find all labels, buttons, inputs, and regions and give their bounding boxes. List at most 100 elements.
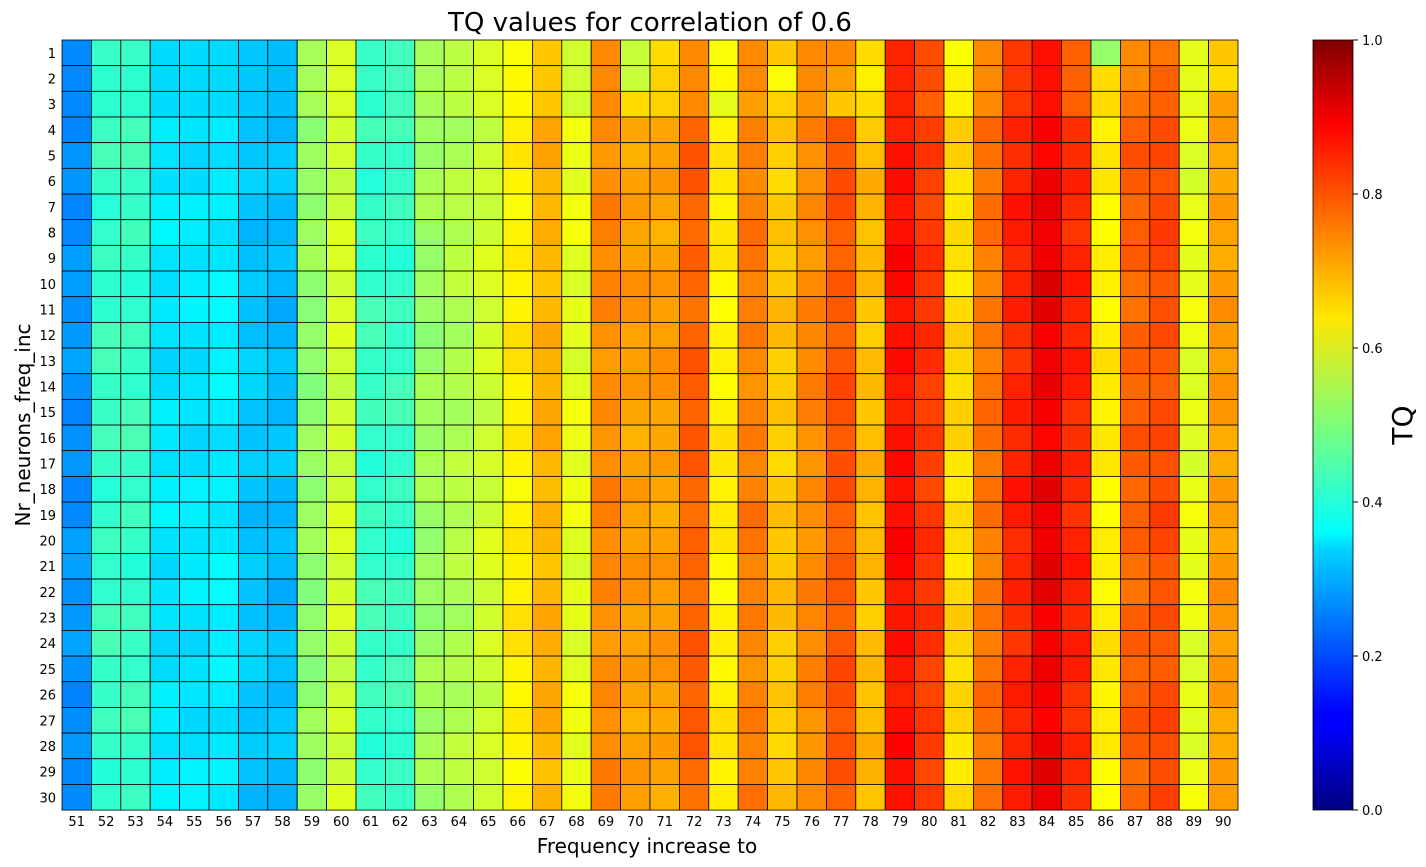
heatmap-cell (767, 681, 798, 708)
heatmap-cell (61, 270, 92, 298)
heatmap-cell (1120, 758, 1151, 785)
heatmap-cell (679, 681, 710, 708)
heatmap-cell (1061, 90, 1092, 118)
heatmap-cell (884, 347, 916, 375)
heatmap-cell (1208, 501, 1239, 529)
heatmap-cell (149, 553, 180, 580)
heatmap-cell (737, 65, 769, 92)
heatmap-cell (355, 604, 386, 631)
heatmap-cell (91, 527, 122, 554)
heatmap-cell (1061, 424, 1092, 452)
heatmap-cell (855, 398, 886, 426)
heatmap-cell (1031, 39, 1062, 67)
heatmap-cell (91, 65, 122, 92)
heatmap-cell (237, 424, 269, 452)
heatmap-cell (414, 244, 445, 272)
heatmap-cell (767, 630, 798, 657)
heatmap-cell (237, 193, 269, 221)
heatmap-cell (120, 39, 151, 67)
heatmap-cell (296, 193, 328, 221)
heatmap-cell (326, 527, 357, 554)
heatmap-cell (973, 732, 1004, 760)
heatmap-cell (679, 244, 710, 272)
heatmap-cell (267, 116, 298, 144)
heatmap-cell (473, 604, 504, 631)
heatmap-cell (649, 270, 680, 298)
heatmap-cell (296, 501, 328, 529)
heatmap-cell (914, 398, 945, 426)
heatmap-cell (620, 758, 651, 785)
colorbar-tick-label: 1.0 (1362, 34, 1383, 49)
heatmap-cell (296, 681, 328, 708)
heatmap-cell (796, 193, 827, 221)
heatmap-cell (1149, 398, 1180, 426)
heatmap-cell (120, 655, 151, 683)
heatmap-cell (414, 39, 445, 67)
heatmap-cell (1031, 604, 1062, 631)
heatmap-cell (532, 758, 563, 785)
heatmap-cell (120, 732, 151, 760)
heatmap-cell (384, 424, 416, 452)
heatmap-cell (590, 90, 622, 118)
heatmap-cell (61, 732, 92, 760)
heatmap-cell (796, 655, 827, 683)
heatmap-cell (91, 321, 122, 349)
heatmap-cell (267, 681, 298, 708)
heatmap-cell (384, 758, 416, 785)
heatmap-cell (943, 167, 974, 195)
heatmap-cell (326, 758, 357, 785)
heatmap-cell (1061, 116, 1092, 144)
heatmap-cell (1002, 681, 1033, 708)
heatmap-cell (884, 450, 916, 477)
heatmap-cell (590, 604, 622, 631)
heatmap-cell (149, 39, 180, 67)
colorbar-tick-label: 0.4 (1362, 496, 1383, 511)
heatmap-cell (1120, 553, 1151, 580)
heatmap-cell (708, 527, 739, 554)
heatmap-cell (414, 424, 445, 452)
heatmap-cell (91, 39, 122, 67)
heatmap-cell (943, 758, 974, 785)
heatmap-cell (296, 270, 328, 298)
heatmap-cell (855, 758, 886, 785)
heatmap-cell (384, 219, 416, 246)
heatmap-cell (149, 296, 180, 323)
heatmap-cell (914, 681, 945, 708)
heatmap-cell (708, 630, 739, 657)
x-tick-label: 88 (1156, 815, 1173, 830)
heatmap-cell (1208, 424, 1239, 452)
heatmap-cell (237, 527, 269, 554)
heatmap-cell (120, 270, 151, 298)
x-tick-label: 77 (833, 815, 850, 830)
heatmap-cell (502, 39, 533, 67)
heatmap-cell (443, 347, 475, 375)
heatmap-cell (443, 707, 475, 734)
heatmap-cell (532, 527, 563, 554)
heatmap-cell (237, 321, 269, 349)
heatmap-cell (590, 39, 622, 67)
heatmap-cell (884, 244, 916, 272)
heatmap-cell (208, 116, 239, 144)
heatmap-cell (179, 373, 210, 400)
heatmap-cell (1090, 501, 1121, 529)
heatmap-cell (973, 373, 1004, 400)
heatmap-cell (914, 90, 945, 118)
heatmap-cell (120, 450, 151, 477)
heatmap-cell (326, 707, 357, 734)
heatmap-cell (590, 475, 622, 503)
heatmap-cell (414, 321, 445, 349)
heatmap-cell (708, 90, 739, 118)
heatmap-cell (1002, 604, 1033, 631)
heatmap-cell (1208, 450, 1239, 477)
heatmap-cell (826, 578, 857, 606)
x-tick-label: 81 (950, 815, 967, 830)
heatmap-cell (473, 296, 504, 323)
heatmap-cell (943, 475, 974, 503)
heatmap-cell (561, 450, 592, 477)
heatmap-cell (1178, 142, 1209, 169)
heatmap-cell (1061, 630, 1092, 657)
heatmap-cell (91, 630, 122, 657)
heatmap-cell (149, 732, 180, 760)
heatmap-cell (384, 784, 416, 811)
